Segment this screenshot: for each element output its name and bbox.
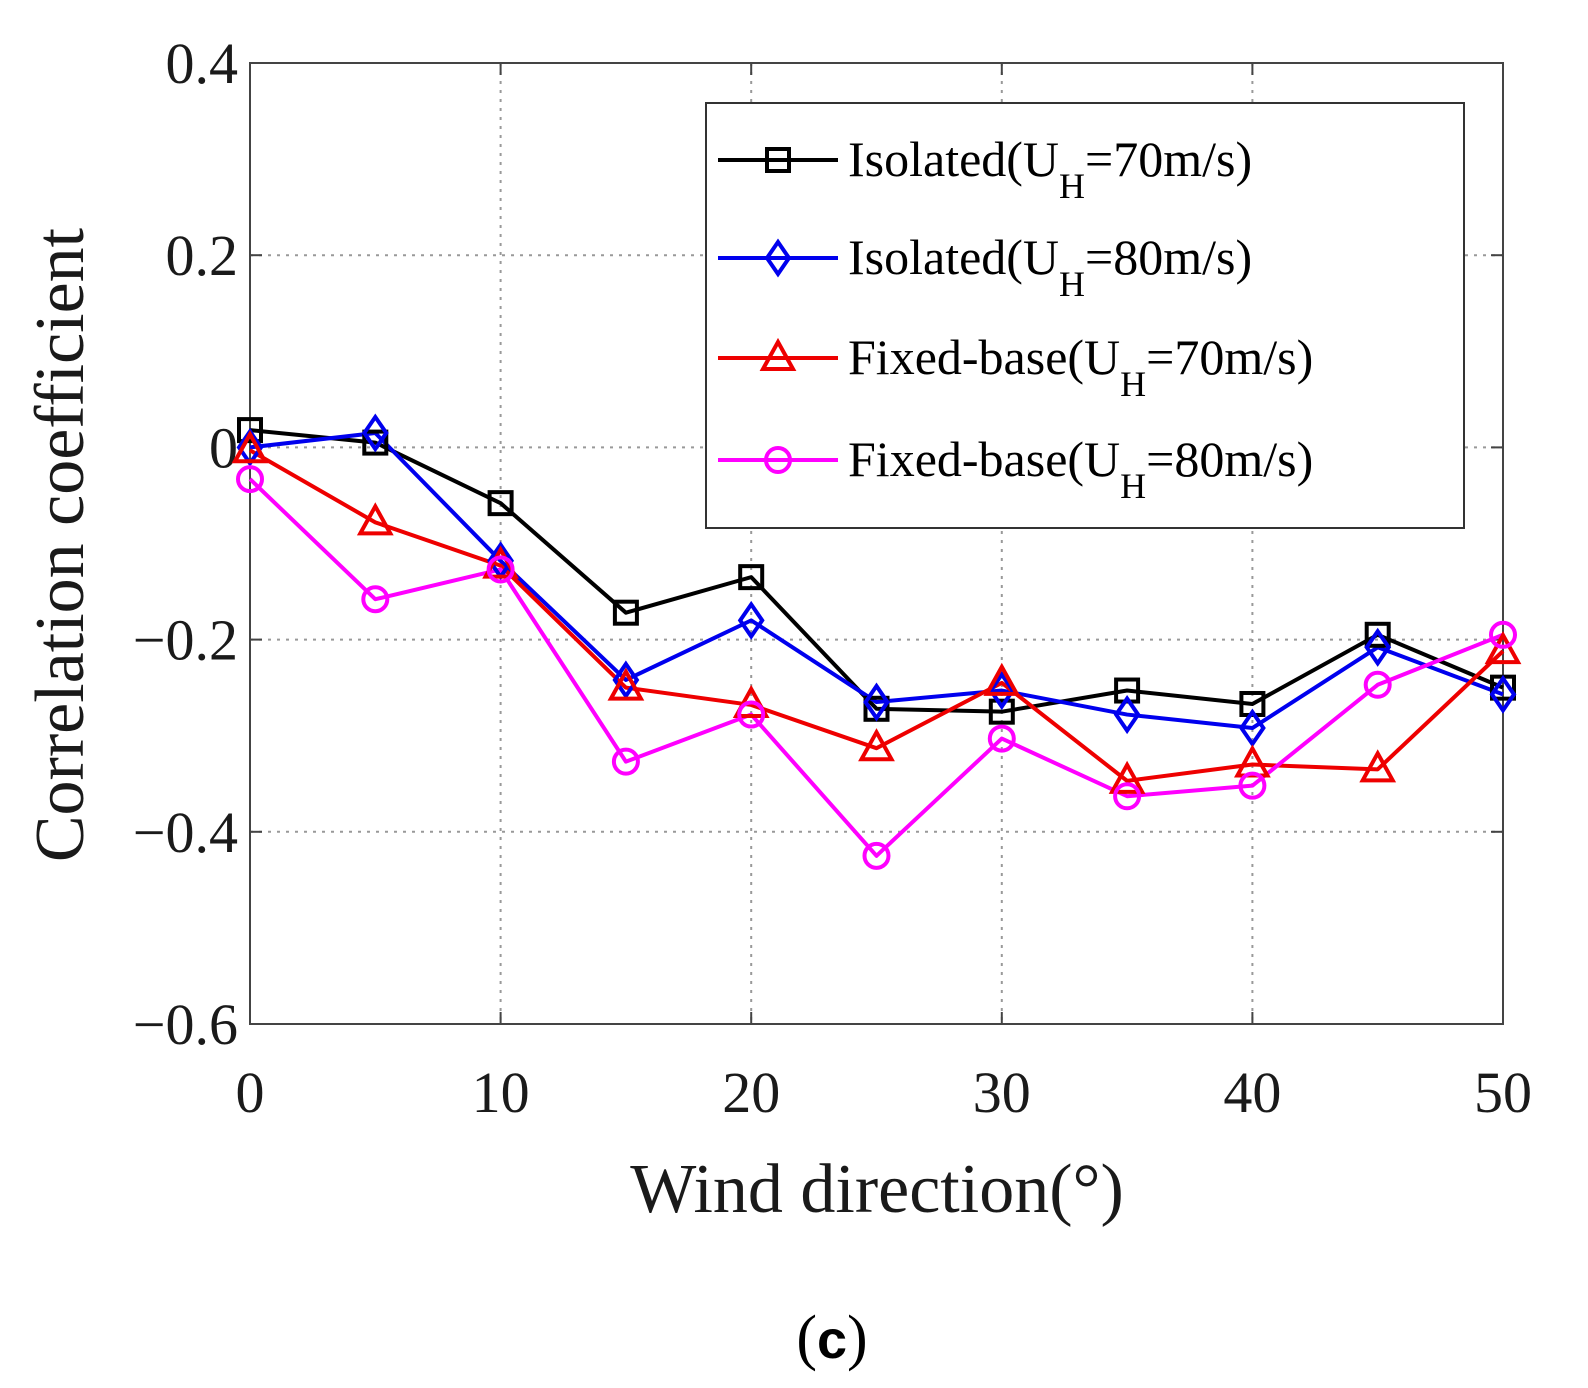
data-point-series-1 bbox=[737, 600, 765, 640]
x-tick-label: 30 bbox=[973, 1060, 1031, 1125]
data-point-series-1 bbox=[1113, 695, 1141, 735]
data-point-series-2 bbox=[482, 545, 519, 579]
legend-marker-0 bbox=[765, 147, 791, 173]
data-point-series-0 bbox=[487, 490, 514, 517]
legend-marker-3 bbox=[764, 446, 792, 474]
x-axis-label: Wind direction(°) bbox=[630, 1151, 1124, 1228]
y-tick-label: −0.4 bbox=[133, 800, 238, 865]
legend-label-subscript: H bbox=[1120, 466, 1146, 506]
data-point-series-3 bbox=[236, 465, 264, 494]
data-point-series-2 bbox=[1108, 760, 1146, 794]
legend-box bbox=[705, 102, 1465, 529]
data-point-series-2 bbox=[231, 430, 269, 464]
figure-caption: (c) bbox=[796, 1304, 867, 1372]
data-point-series-3 bbox=[486, 555, 515, 584]
data-point-series-0 bbox=[988, 698, 1015, 725]
series-line-0 bbox=[249, 428, 1504, 714]
legend: Isolated(UH=70m/s)Isolated(UH=80m/s)Fixe… bbox=[705, 102, 1465, 529]
y-tick-label: −0.6 bbox=[133, 992, 238, 1057]
data-point-series-2 bbox=[983, 662, 1021, 696]
data-point-series-1 bbox=[612, 660, 640, 700]
data-point-series-1 bbox=[1364, 627, 1392, 667]
data-point-series-2 bbox=[1234, 744, 1271, 778]
data-point-series-1 bbox=[1489, 674, 1517, 714]
legend-label-suffix: =80m/s) bbox=[1146, 431, 1313, 487]
series-line-1 bbox=[249, 430, 1504, 731]
series-line-2 bbox=[249, 448, 1505, 783]
data-point-series-3 bbox=[737, 700, 766, 729]
data-point-series-0 bbox=[738, 564, 765, 591]
data-point-series-0 bbox=[612, 599, 639, 626]
y-tick-label: 0 bbox=[209, 415, 238, 480]
data-point-series-3 bbox=[611, 747, 640, 776]
data-point-series-0 bbox=[1364, 621, 1391, 648]
x-axis-ticks: 0 10 20 30 40 50 bbox=[236, 63, 1532, 1125]
legend-marker-2 bbox=[759, 337, 797, 371]
legend-label-suffix: =70m/s) bbox=[1146, 329, 1313, 385]
legend-label-suffix: =80m/s) bbox=[1085, 229, 1252, 285]
legend-label-prefix: Isolated(U bbox=[848, 229, 1059, 285]
x-tick-label: 10 bbox=[472, 1060, 530, 1125]
data-point-series-3 bbox=[987, 724, 1016, 753]
legend-label-subscript: H bbox=[1059, 264, 1085, 304]
data-point-series-2 bbox=[1359, 749, 1397, 783]
y-tick-label: 0.4 bbox=[166, 31, 239, 96]
data-point-series-3 bbox=[1113, 782, 1142, 811]
y-tick-label: −0.2 bbox=[133, 608, 238, 673]
legend-label-prefix: Isolated(U bbox=[848, 131, 1059, 187]
y-axis-ticks: 0.4 0.2 0 −0.2 −0.4 −0.6 bbox=[133, 31, 1503, 1057]
data-point-series-0 bbox=[362, 429, 389, 456]
data-point-series-3 bbox=[361, 585, 390, 614]
data-point-series-3 bbox=[1238, 771, 1267, 800]
data-point-series-2 bbox=[858, 728, 895, 762]
series-markers bbox=[231, 413, 1522, 870]
data-point-series-2 bbox=[356, 502, 394, 536]
data-point-series-1 bbox=[236, 427, 264, 467]
legend-entry-3: Fixed-base(UH=80m/s) bbox=[848, 431, 1313, 506]
series-line-3 bbox=[248, 477, 1504, 858]
caption-open-paren: ( bbox=[796, 1304, 817, 1372]
data-point-series-1 bbox=[988, 671, 1016, 711]
legend-marker-1 bbox=[764, 238, 792, 278]
y-tick-label: 0.2 bbox=[166, 223, 239, 288]
data-point-series-3 bbox=[1363, 670, 1392, 699]
legend-label-prefix: Fixed-base(U bbox=[848, 329, 1120, 385]
data-point-series-3 bbox=[1489, 620, 1517, 649]
legend-label-prefix: Fixed-base(U bbox=[848, 431, 1120, 487]
legend-entry-1: Isolated(UH=80m/s) bbox=[848, 229, 1252, 304]
legend-label-suffix: =70m/s) bbox=[1085, 131, 1252, 187]
series-lines bbox=[248, 428, 1505, 858]
legend-label-subscript: H bbox=[1120, 364, 1146, 404]
data-point-series-2 bbox=[607, 667, 645, 701]
data-point-series-2 bbox=[732, 684, 770, 718]
data-point-series-1 bbox=[361, 413, 389, 453]
caption-letter: c bbox=[817, 1310, 847, 1370]
plot-area bbox=[249, 62, 1504, 1025]
x-tick-label: 20 bbox=[722, 1060, 780, 1125]
y-axis-label: Correlation coefficient bbox=[22, 227, 99, 862]
legend-label-subscript: H bbox=[1059, 166, 1085, 206]
data-point-series-0 bbox=[237, 417, 263, 444]
caption-close-paren: ) bbox=[847, 1304, 868, 1372]
legend-entry-2: Fixed-base(UH=70m/s) bbox=[848, 329, 1313, 404]
x-tick-label: 50 bbox=[1474, 1060, 1532, 1125]
x-tick-label: 0 bbox=[236, 1060, 265, 1125]
data-point-series-2 bbox=[1484, 631, 1522, 665]
data-point-series-3 bbox=[862, 841, 891, 870]
data-point-series-1 bbox=[863, 682, 890, 722]
legend-entry-0: Isolated(UH=70m/s) bbox=[848, 131, 1252, 206]
data-point-series-1 bbox=[1238, 708, 1266, 748]
x-tick-label: 40 bbox=[1223, 1060, 1281, 1125]
